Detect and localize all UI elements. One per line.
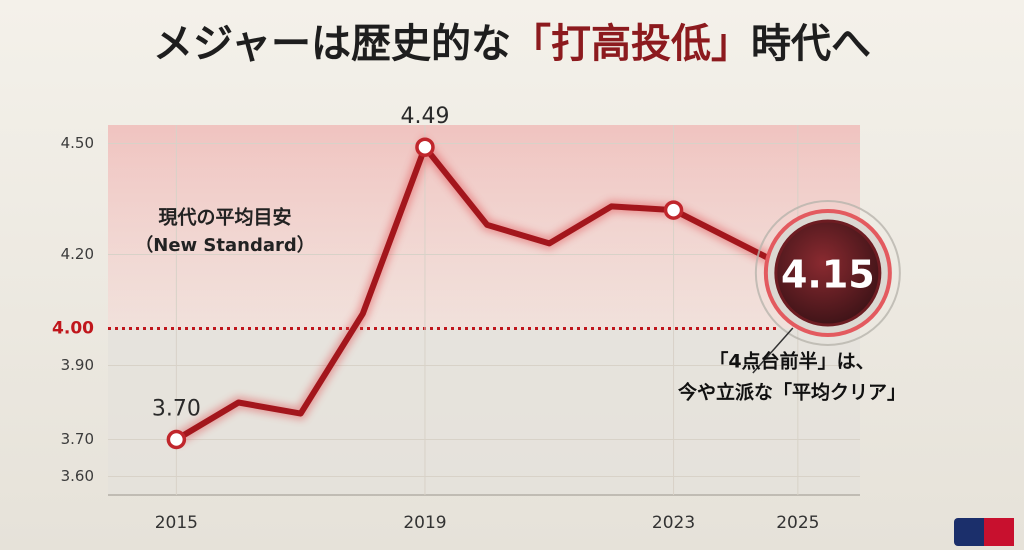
line — [173, 144, 801, 443]
chart-title: メジャーは歴史的な「打高投低」時代へ — [153, 21, 871, 67]
annotation: 現代の平均目安 — [158, 206, 291, 229]
plot-area: 3.60 3.70 3.90 4.00 4.20 4.50 2015 2019 2023 2025… — [52, 104, 906, 533]
y-tick-label: 4.00 — [52, 319, 94, 339]
y-tick-label: 3.60 — [61, 467, 94, 485]
x-tick-label: 2023 — [652, 513, 695, 533]
point-marker — [415, 137, 435, 157]
annotation: （New Standard） — [135, 235, 315, 256]
point-marker — [166, 429, 187, 450]
x-tick-label: 2015 — [155, 513, 198, 533]
y-tick-label: 3.90 — [61, 356, 94, 374]
y-tick-label: 4.50 — [61, 134, 94, 152]
logo-accent — [984, 518, 1014, 546]
y-tick-label: 4.20 — [61, 245, 94, 263]
point-marker — [663, 200, 684, 220]
x-tick-label: 2019 — [403, 513, 446, 533]
badge-ring — [754, 200, 901, 346]
data-label: 4.15 — [781, 253, 875, 297]
data-label: 4.49 — [400, 104, 449, 129]
data-label: 3.70 — [152, 397, 201, 422]
annotation: 今や立派な「平均クリア」 — [677, 381, 906, 404]
x-tick-label: 2025 — [776, 513, 819, 533]
y-tick-label: 3.70 — [61, 430, 94, 448]
annotation-pointer — [752, 327, 794, 374]
annotation: 「4点台前半」は、 — [709, 350, 874, 373]
badge — [774, 219, 882, 327]
